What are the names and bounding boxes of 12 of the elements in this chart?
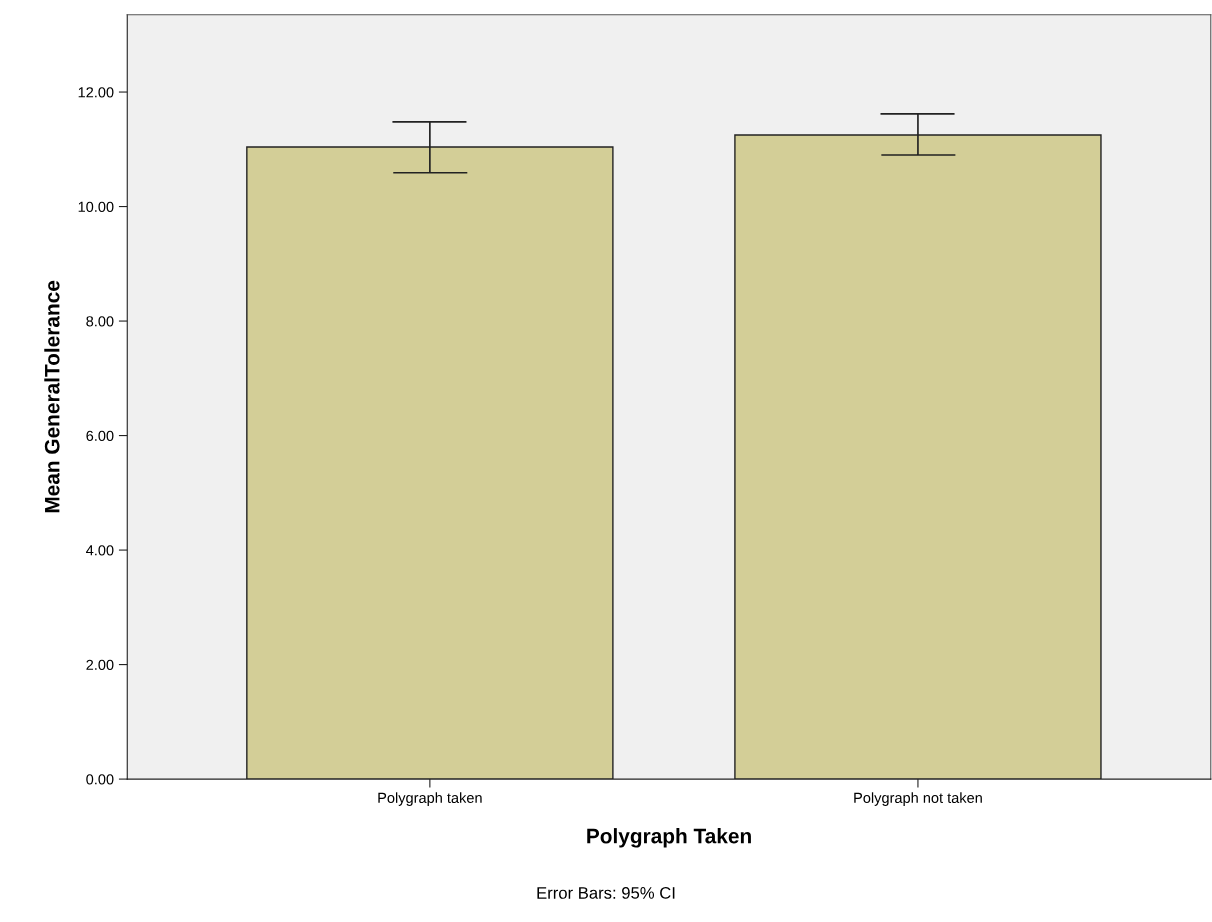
y-tick-label: 12.00 (78, 87, 114, 98)
x-tick-label: Polygraph taken (378, 792, 482, 806)
y-tick-label: 10.00 (78, 201, 114, 212)
y-tick-label: 4.00 (86, 545, 114, 556)
y-tick-label: 2.00 (86, 659, 114, 671)
y-tick-label: 0.00 (86, 774, 114, 785)
y-tick-label: 8.00 (86, 316, 114, 327)
x-axis-title: Polygraph Taken (587, 828, 751, 848)
text: Error Bars: 95% CI (537, 887, 675, 899)
y-axis-title: Mean GeneralTolerance (44, 280, 60, 513)
x-tick-label: Polygraph not taken (854, 792, 982, 806)
y-tick-label: 6.00 (86, 430, 114, 441)
